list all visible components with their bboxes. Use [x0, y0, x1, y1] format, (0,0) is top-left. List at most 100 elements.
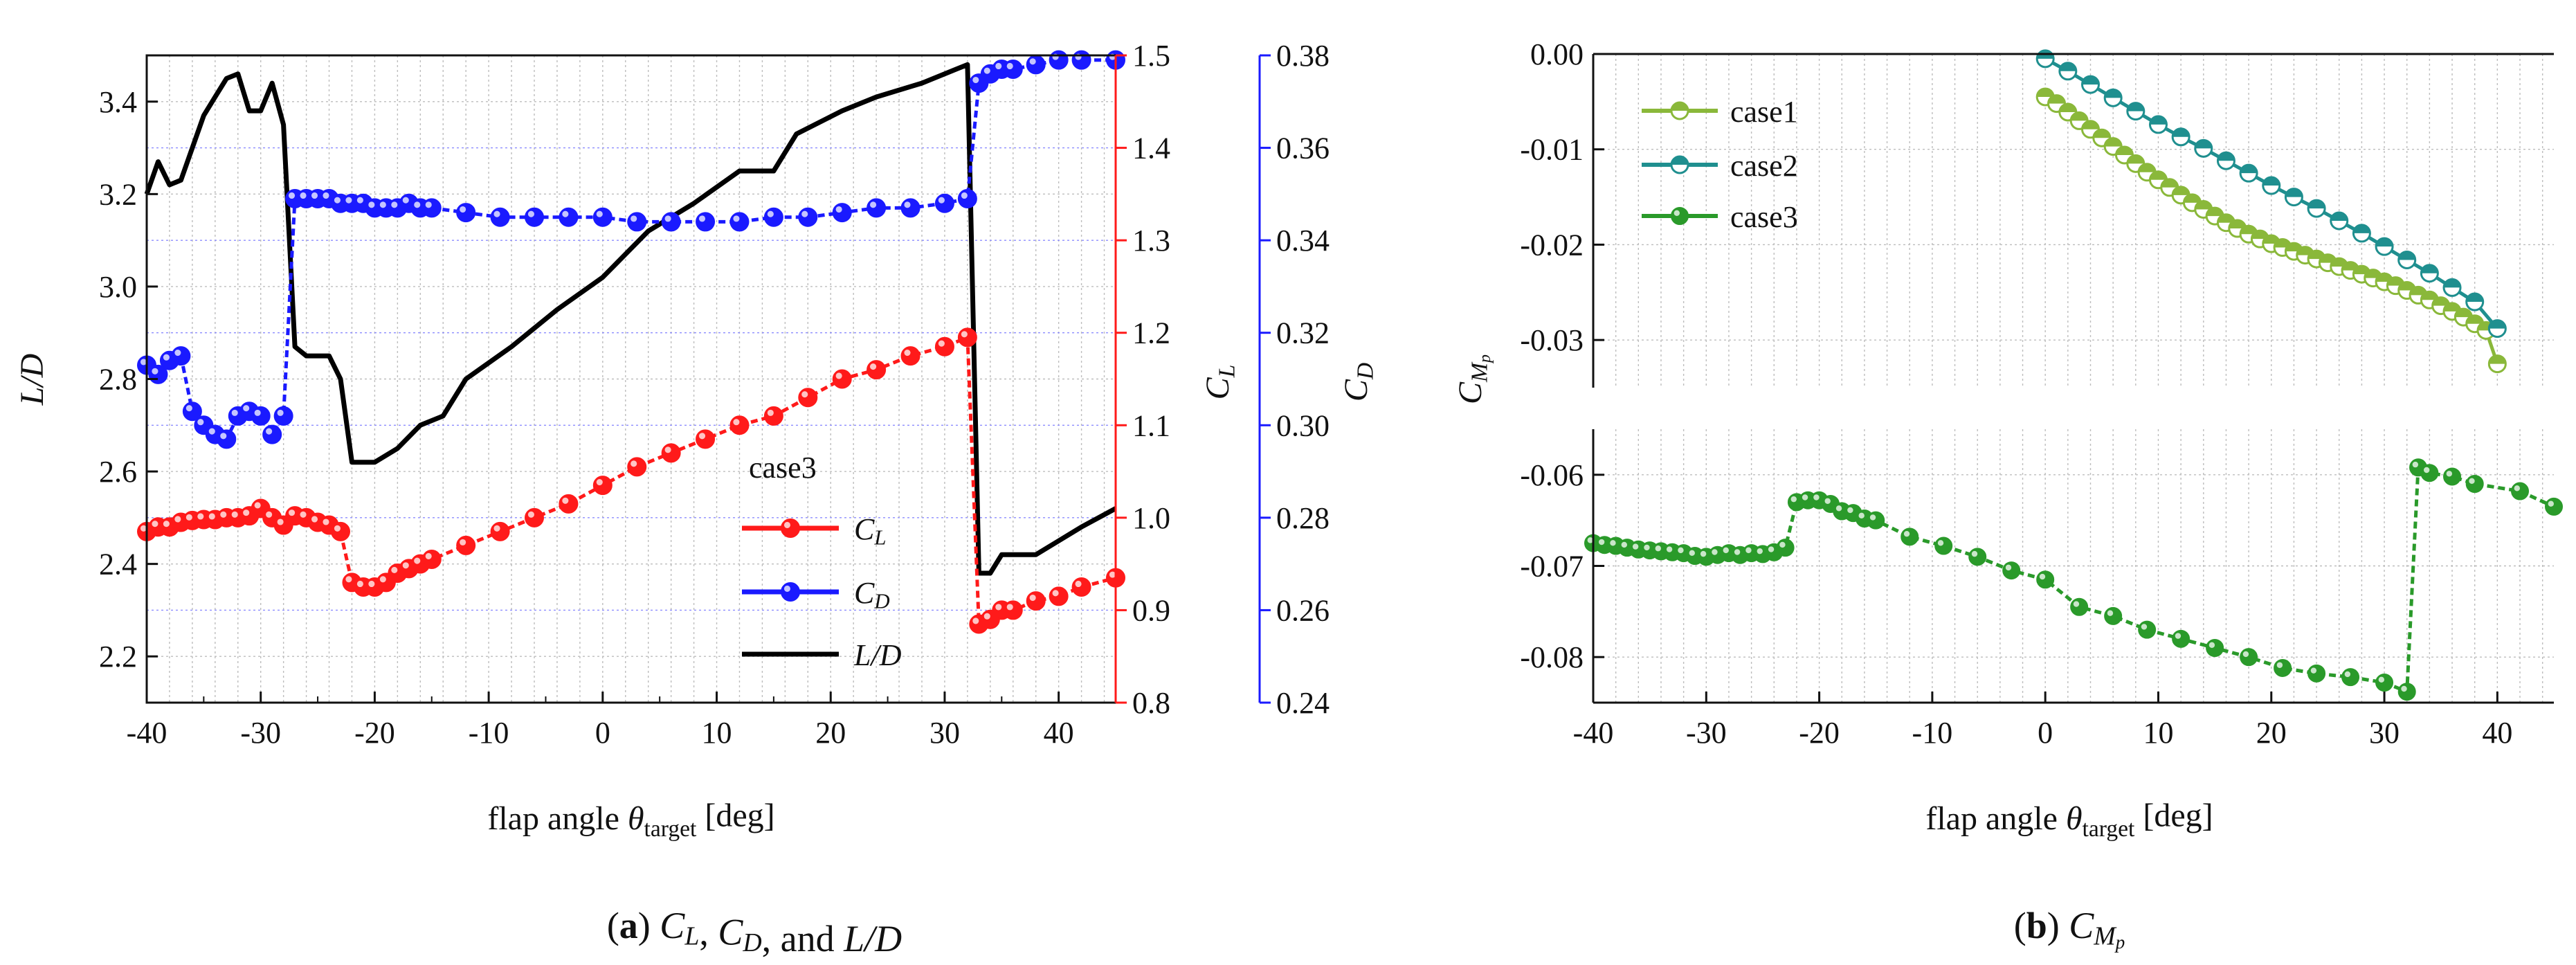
- point-case3-shine: [2423, 467, 2430, 474]
- x-tick-label: 20: [815, 716, 846, 750]
- x-title-theta: θ: [628, 800, 644, 837]
- point-case3-shine: [1903, 530, 1910, 537]
- point-cl-shine: [152, 521, 158, 527]
- point-case1-half: [2466, 315, 2483, 324]
- point-cl-shine: [174, 516, 181, 523]
- point-cl-shine: [1052, 590, 1059, 597]
- point-case3: [2002, 561, 2021, 580]
- point-case3-shine: [1689, 550, 1695, 557]
- point-cd-shine: [300, 192, 307, 199]
- point-case2-half: [2489, 320, 2506, 329]
- point-case2-half: [2376, 238, 2393, 247]
- point-case1-half: [2093, 129, 2110, 138]
- point-case3-shine: [2344, 671, 2351, 678]
- point-case2-half: [2240, 165, 2258, 174]
- point-cl-shine: [356, 580, 363, 588]
- point-case3: [2206, 639, 2224, 657]
- x-tick-label: 20: [2256, 716, 2287, 750]
- point-case1-half: [2421, 291, 2438, 300]
- series-line-ld: [144, 62, 1117, 576]
- point-case3-shine: [2039, 573, 2046, 580]
- point-cl: [696, 429, 716, 449]
- point-case3: [2172, 629, 2190, 648]
- point-case1-half: [2489, 355, 2506, 364]
- point-cl-shine: [289, 509, 296, 516]
- cl-tick-label: 1.3: [1132, 224, 1170, 258]
- cl-axis-title: CL: [1199, 365, 1240, 400]
- point-cl-shine: [208, 513, 215, 520]
- point-cd: [592, 207, 613, 227]
- point-cd-shine: [174, 350, 181, 357]
- point-cd-shine: [904, 201, 911, 208]
- point-cd: [1071, 50, 1091, 70]
- point-cd: [957, 189, 977, 209]
- point-cl: [592, 476, 613, 496]
- point-case3-shine: [1632, 543, 1639, 550]
- point-case3-shine: [2107, 610, 2114, 616]
- panel-a: -40 -30 -20 -10 0 10 20 30 40 2.2 2.4 2.6 2.8 3.0 3.2 3…: [14, 39, 1378, 959]
- point-cl-shine: [197, 513, 204, 520]
- point-cd: [273, 406, 293, 426]
- point-cd-shine: [425, 201, 432, 208]
- legend-label-main: C: [854, 512, 875, 546]
- y-axis-title-main: C: [1452, 381, 1489, 404]
- point-cl-shine: [425, 552, 432, 559]
- point-case1-half: [2387, 277, 2404, 286]
- point-cl-shine: [345, 576, 352, 583]
- point-case3-shine: [2514, 485, 2521, 491]
- point-cd-shine: [835, 206, 842, 213]
- point-cl-shine: [801, 391, 808, 398]
- cd-axis-title: CD: [1338, 363, 1378, 402]
- point-cl-shine: [323, 518, 329, 525]
- point-cd-shine: [334, 197, 341, 204]
- point-case1-half: [2229, 220, 2246, 229]
- point-cd: [763, 207, 783, 227]
- point-cl-shine: [334, 525, 341, 532]
- point-cl: [832, 369, 852, 389]
- y-tick-label: 2.6: [99, 455, 137, 489]
- series-line-cl: [146, 335, 1116, 626]
- x-tick-label: -20: [354, 716, 395, 750]
- caption-paren: (: [2014, 905, 2026, 946]
- point-case3-shine: [1734, 549, 1741, 555]
- panel-b: 0.00 -0.01 -0.02 -0.03 -0.06 -0.07 -0.08 -40 -30…: [1452, 37, 2563, 953]
- point-cd-shine: [289, 192, 296, 199]
- point-cl-shine: [983, 613, 990, 620]
- point-case3: [2036, 570, 2055, 589]
- point-cd-shine: [208, 428, 215, 435]
- caption-paren: ): [638, 905, 660, 946]
- point-cd: [559, 207, 579, 227]
- point-cd-shine: [323, 192, 329, 199]
- y-tick-label: -0.06: [1520, 458, 1584, 492]
- y-tick-label: 2.4: [99, 548, 137, 581]
- x-tick-label: 30: [2369, 716, 2400, 750]
- point-case3: [2397, 683, 2416, 701]
- point-cl-shine: [220, 511, 227, 518]
- y-tick-label: -0.07: [1520, 550, 1584, 584]
- x-title-sub: target: [2083, 816, 2136, 842]
- point-cl-shine: [266, 511, 273, 518]
- caption-sym: C: [660, 905, 685, 946]
- point-case3-shine: [1971, 550, 1978, 557]
- x-tick-label: -10: [1912, 716, 1953, 750]
- legend-label-sub: L: [873, 526, 886, 550]
- x-axis-title: flap angle θtarget [deg]: [487, 797, 774, 842]
- point-case3-shine: [1666, 546, 1673, 552]
- point-cl-shine: [368, 580, 375, 588]
- point-cl: [1071, 577, 1091, 597]
- x-tick-label: -40: [127, 716, 167, 750]
- point-cd-shine: [460, 206, 466, 213]
- point-case2-half: [2398, 251, 2415, 260]
- x-title-part: [deg]: [2134, 797, 2213, 834]
- point-case3-shine: [2141, 624, 2148, 630]
- x-title-part: [deg]: [696, 797, 774, 834]
- point-case2-half: [2105, 89, 2122, 98]
- point-cd-shine: [197, 419, 204, 426]
- point-cl: [934, 336, 954, 357]
- point-cd-shine: [402, 197, 409, 204]
- y-tick-label: 0.00: [1530, 37, 1584, 71]
- point-case2-half: [2262, 177, 2280, 186]
- point-cd-shine: [266, 428, 273, 435]
- point-case1-half: [2071, 112, 2088, 121]
